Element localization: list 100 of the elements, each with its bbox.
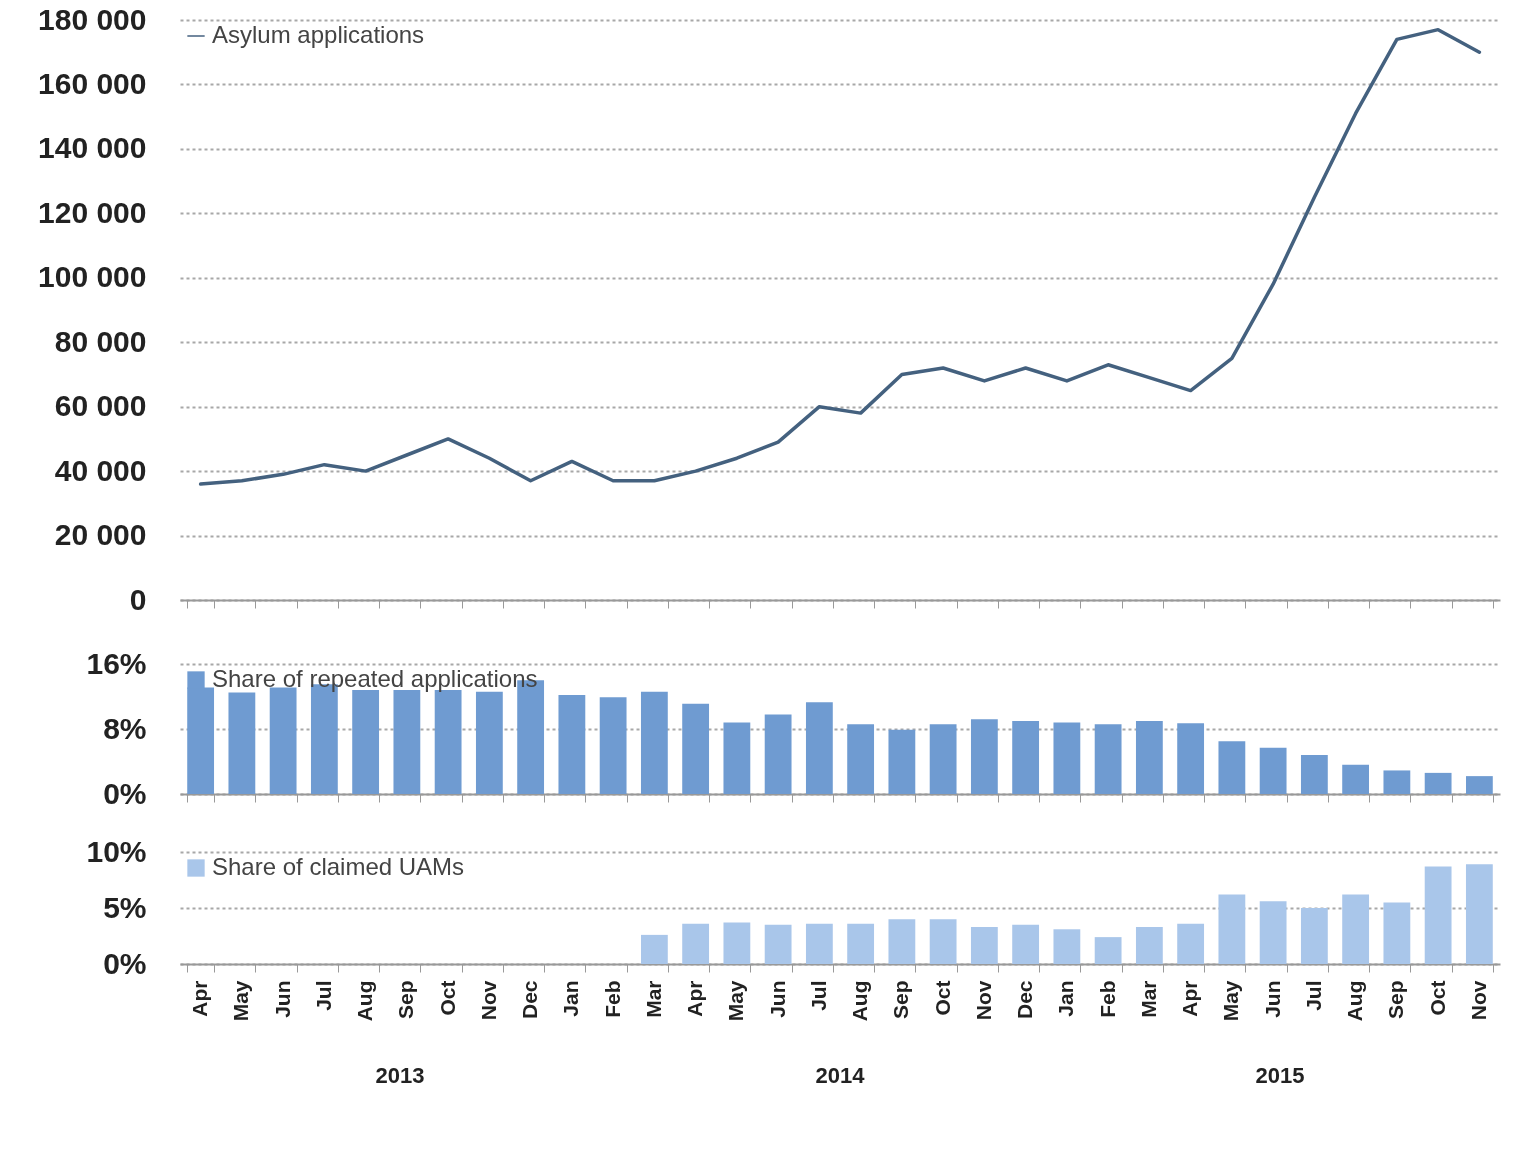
- bar: [970, 719, 998, 794]
- bar: [1218, 894, 1246, 964]
- y-tick-label: 0%: [103, 946, 147, 980]
- text: 2013: [375, 1063, 425, 1088]
- x-tick-label: Nov: [971, 980, 995, 1021]
- bar: [1135, 927, 1163, 964]
- bar: [228, 692, 256, 794]
- bar: [929, 919, 957, 964]
- x-tick-label: Sep: [1384, 980, 1408, 1020]
- legend-label: Asylum applications: [212, 21, 425, 48]
- x-tick-label: May: [1219, 980, 1243, 1022]
- bar: [393, 690, 421, 794]
- bar: [1094, 724, 1122, 794]
- x-tick-label: Mar: [641, 980, 665, 1018]
- x-tick-label: Jan: [1054, 980, 1078, 1017]
- bar: [805, 923, 833, 964]
- x-tick-label: Apr: [683, 980, 707, 1017]
- bar: [1300, 755, 1328, 794]
- bar: [764, 924, 792, 964]
- bar: [1465, 864, 1493, 964]
- text: 2014: [815, 1063, 866, 1088]
- bar: [929, 724, 957, 794]
- x-tick-label: Aug: [1343, 980, 1367, 1022]
- bar: [1383, 770, 1411, 794]
- bar: [1300, 908, 1328, 964]
- x-tick-label: Oct: [1425, 980, 1449, 1016]
- x-tick-label: Mar: [1136, 980, 1160, 1018]
- y-tick-label: 0: [129, 582, 147, 616]
- bar: [723, 922, 751, 964]
- x-tick-label: Oct: [930, 980, 954, 1016]
- bar: [1383, 902, 1411, 964]
- x-tick-label: Apr: [188, 980, 212, 1017]
- y-tick-label: 80 000: [54, 324, 147, 358]
- x-tick-label: Aug: [848, 980, 872, 1022]
- bar: [723, 722, 751, 794]
- x-tick-label: Jan: [559, 980, 583, 1017]
- bar: [1177, 923, 1205, 964]
- bar: [352, 690, 380, 794]
- x-tick-label: Jul: [1301, 980, 1325, 1011]
- bar: [682, 703, 710, 794]
- y-tick-label: 160 000: [38, 66, 147, 100]
- x-tick-label: Jun: [765, 980, 789, 1018]
- x-tick-label: Dec: [1013, 980, 1037, 1020]
- bar: [1135, 720, 1163, 794]
- x-tick-label: May: [724, 980, 748, 1022]
- x-tick-label: Apr: [1178, 980, 1202, 1017]
- bar: [475, 691, 503, 794]
- bar: [1177, 723, 1205, 794]
- bar: [1012, 924, 1040, 964]
- bar: [888, 729, 916, 794]
- bar: [1094, 937, 1122, 964]
- bar: [847, 724, 875, 794]
- bar: [1218, 741, 1246, 794]
- bar: [1424, 772, 1452, 794]
- x-tick-label: Oct: [435, 980, 459, 1016]
- bar: [764, 714, 792, 794]
- x-tick-label: Feb: [1095, 980, 1119, 1018]
- y-tick-label: 100 000: [38, 260, 147, 294]
- y-tick-label: 8%: [103, 711, 147, 745]
- x-tick-label: Nov: [476, 980, 500, 1021]
- bar: [558, 694, 586, 794]
- legend-label: Share of repeated applications: [212, 665, 538, 692]
- bar: [1259, 747, 1287, 794]
- x-tick-label: Feb: [600, 980, 624, 1018]
- bar: [1342, 894, 1370, 964]
- bar: [1012, 720, 1040, 794]
- y-tick-label: 5%: [103, 890, 147, 924]
- x-tick-label: Dec: [518, 980, 542, 1020]
- bar: [1053, 929, 1081, 964]
- bar: [434, 690, 462, 794]
- bar: [1465, 776, 1493, 794]
- y-tick-label: 60 000: [54, 389, 147, 423]
- bar: [640, 691, 668, 794]
- bar: [1259, 901, 1287, 964]
- line-series: [198, 27, 1482, 486]
- bar: [682, 923, 710, 964]
- bar: [847, 923, 875, 964]
- y-tick-label: 180 000: [38, 2, 147, 36]
- x-tick-label: Aug: [353, 980, 377, 1022]
- y-tick-label: 10%: [86, 834, 147, 868]
- x-tick-label: Sep: [889, 980, 913, 1020]
- text: 2015: [1255, 1063, 1305, 1088]
- y-tick-label: 120 000: [38, 195, 147, 229]
- y-tick-label: 0%: [103, 776, 147, 810]
- x-tick-label: Jun: [1260, 980, 1284, 1018]
- y-tick-label: 16%: [86, 646, 147, 680]
- bar: [640, 934, 668, 964]
- y-tick-label: 20 000: [54, 518, 147, 552]
- x-tick-label: Jul: [311, 980, 335, 1011]
- y-tick-label: 40 000: [54, 453, 147, 487]
- bar: [805, 702, 833, 794]
- x-tick-label: Nov: [1466, 980, 1490, 1021]
- bar: [599, 697, 627, 794]
- x-tick-label: May: [229, 980, 253, 1022]
- legend-label: Share of claimed UAMs: [212, 853, 465, 880]
- bar: [1053, 722, 1081, 794]
- bar: [269, 687, 297, 794]
- bar: [1424, 866, 1452, 964]
- x-tick-label: Jun: [270, 980, 294, 1018]
- y-tick-label: 140 000: [38, 131, 147, 165]
